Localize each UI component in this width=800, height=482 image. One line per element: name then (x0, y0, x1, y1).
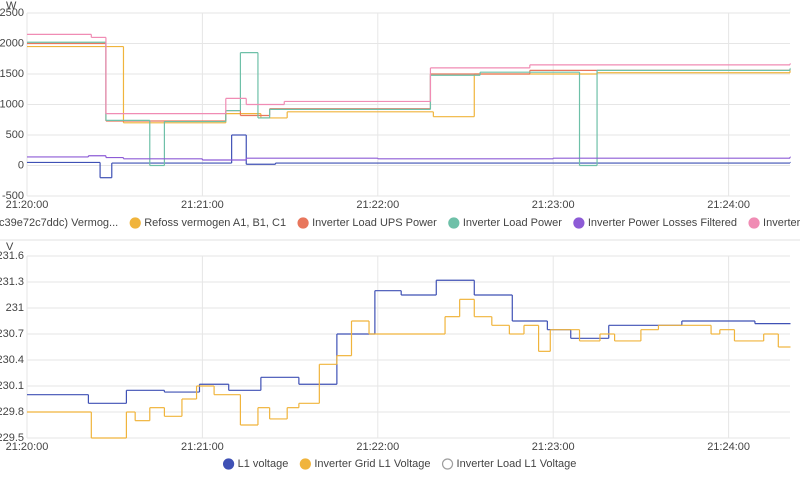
y-tick-label: -500 (2, 190, 24, 202)
legend-marker[interactable] (222, 458, 235, 470)
y-tick-label: 230.1 (0, 380, 24, 392)
y-tick-label: 230.4 (0, 354, 24, 366)
legend-label[interactable]: Inverter Battery Power (763, 217, 800, 229)
x-tick-label: 21:22:00 (356, 199, 399, 211)
x-tick-label: 21:20:00 (6, 441, 49, 453)
x-tick-label: 21:21:00 (181, 199, 224, 211)
x-tick-label: 21:24:00 (707, 441, 750, 453)
legend-label[interactable]: L1 voltage (238, 458, 289, 470)
x-tick-label: 21:24:00 (707, 199, 750, 211)
y-tick-label: 0 (18, 159, 24, 171)
y-tick-label: 231 (6, 302, 24, 314)
legend-label[interactable]: Inverter Load UPS Power (312, 217, 437, 229)
y-tick-label: 229.8 (0, 406, 24, 418)
legend-label[interactable]: Refoss vermogen A1, B1, C1 (144, 217, 286, 229)
legend-marker[interactable] (441, 458, 454, 470)
y-tick-label: 500 (6, 129, 24, 141)
legend-marker[interactable] (299, 458, 311, 470)
y-tick-label: 231.6 (0, 250, 24, 262)
legend-marker[interactable] (448, 217, 460, 229)
x-tick-label: 21:23:00 (532, 441, 575, 453)
legend-marker[interactable] (297, 217, 309, 229)
y-tick-label: 2000 (0, 37, 24, 49)
y-tick-label: 230.7 (0, 328, 24, 340)
legend-label[interactable]: Inverter Grid L1 Voltage (314, 458, 430, 470)
x-tick-label: 21:20:00 (6, 199, 49, 211)
x-tick-label: 21:22:00 (356, 441, 399, 453)
legend-label[interactable]: Inverter Load L1 Voltage (457, 458, 577, 470)
y-tick-label: 2500 (0, 7, 24, 19)
y-tick-label: 229.5 (0, 432, 24, 444)
y-tick-label: 1500 (0, 68, 24, 80)
x-tick-label: 21:23:00 (532, 199, 575, 211)
x-tick-label: 21:21:00 (181, 441, 224, 453)
legend-label[interactable]: Inverter Load Power (463, 217, 562, 229)
legend-label[interactable]: P1 meter (3c39e72c7ddc) Vermog... (0, 217, 118, 229)
y-tick-label: 231.3 (0, 276, 24, 288)
legend-marker[interactable] (748, 217, 760, 229)
legend-marker[interactable] (129, 217, 141, 229)
y-unit: W (6, 0, 17, 12)
legend-label[interactable]: Inverter Power Losses Filtered (588, 217, 737, 229)
y-tick-label: 1000 (0, 98, 24, 110)
y-unit: V (6, 241, 14, 253)
legend-marker[interactable] (573, 217, 585, 229)
